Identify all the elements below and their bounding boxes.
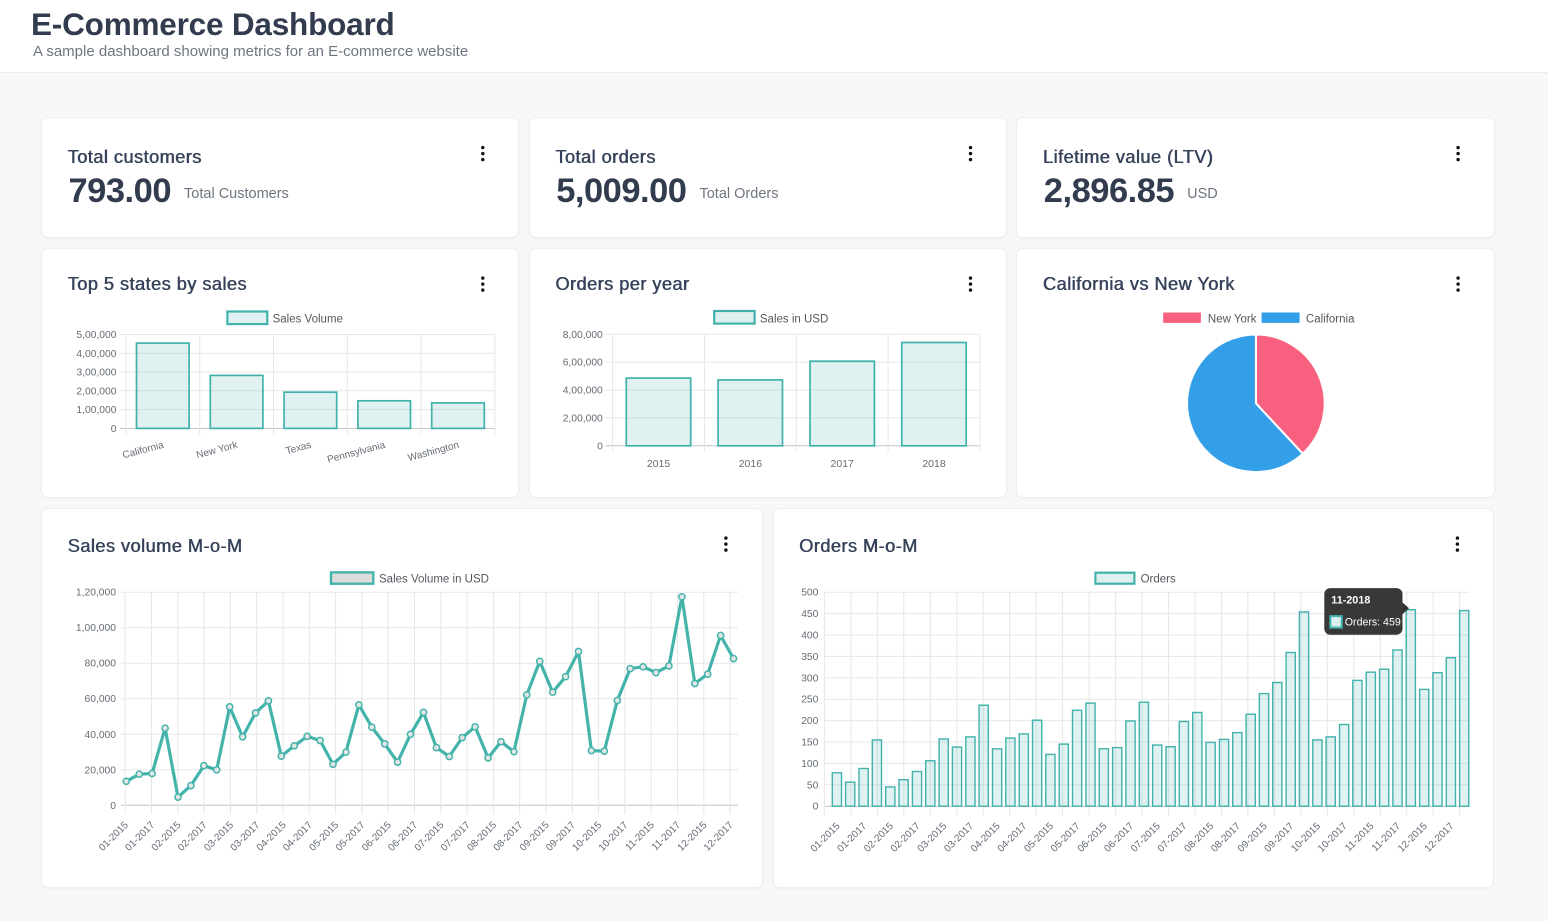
svg-text:3,00,000: 3,00,000 bbox=[76, 368, 116, 379]
svg-text:1,00,000: 1,00,000 bbox=[76, 623, 116, 634]
svg-text:2016: 2016 bbox=[739, 458, 763, 470]
svg-text:12-2017: 12-2017 bbox=[1423, 821, 1457, 855]
svg-text:Pennsylvania: Pennsylvania bbox=[326, 440, 387, 466]
svg-text:200: 200 bbox=[801, 716, 818, 727]
svg-text:0: 0 bbox=[111, 424, 117, 435]
svg-text:400: 400 bbox=[801, 631, 818, 642]
svg-text:1,20,000: 1,20,000 bbox=[76, 588, 116, 599]
svg-text:2,00,000: 2,00,000 bbox=[76, 386, 116, 397]
svg-text:California: California bbox=[121, 440, 165, 462]
svg-text:Texas: Texas bbox=[285, 440, 313, 457]
svg-text:2015: 2015 bbox=[647, 458, 671, 470]
svg-text:0: 0 bbox=[597, 441, 603, 452]
svg-text:80,000: 80,000 bbox=[85, 659, 117, 670]
svg-text:2017: 2017 bbox=[831, 458, 855, 470]
svg-text:Washington: Washington bbox=[407, 440, 460, 464]
svg-text:4,00,000: 4,00,000 bbox=[563, 386, 603, 397]
svg-text:150: 150 bbox=[801, 738, 818, 749]
svg-text:2,00,000: 2,00,000 bbox=[563, 413, 603, 424]
svg-text:300: 300 bbox=[801, 673, 818, 684]
svg-text:60,000: 60,000 bbox=[85, 694, 117, 705]
svg-text:1,00,000: 1,00,000 bbox=[76, 405, 116, 416]
svg-text:12-2017: 12-2017 bbox=[702, 820, 736, 854]
svg-text:California: California bbox=[1306, 313, 1355, 325]
svg-text:11-2018: 11-2018 bbox=[1331, 595, 1370, 607]
svg-text:Sales Volume in USD: Sales Volume in USD bbox=[379, 573, 489, 585]
svg-text:Sales Volume: Sales Volume bbox=[273, 313, 343, 325]
svg-text:4,00,000: 4,00,000 bbox=[76, 349, 116, 360]
svg-text:0: 0 bbox=[110, 801, 116, 812]
svg-text:0: 0 bbox=[813, 802, 819, 813]
svg-text:50: 50 bbox=[807, 780, 819, 791]
svg-text:5,00,000: 5,00,000 bbox=[76, 330, 116, 341]
svg-text:40,000: 40,000 bbox=[85, 730, 117, 741]
svg-text:500: 500 bbox=[801, 588, 818, 599]
svg-text:8,00,000: 8,00,000 bbox=[563, 330, 603, 341]
svg-text:250: 250 bbox=[801, 695, 818, 706]
svg-text:20,000: 20,000 bbox=[85, 765, 117, 776]
svg-text:100: 100 bbox=[801, 759, 818, 770]
svg-text:350: 350 bbox=[801, 652, 818, 663]
svg-text:2018: 2018 bbox=[922, 458, 946, 470]
svg-text:450: 450 bbox=[801, 609, 818, 620]
svg-text:New York: New York bbox=[1208, 313, 1257, 325]
svg-text:6,00,000: 6,00,000 bbox=[563, 358, 603, 369]
svg-text:Orders: 459: Orders: 459 bbox=[1345, 616, 1401, 628]
svg-text:Orders: Orders bbox=[1141, 573, 1176, 585]
svg-text:Sales in USD: Sales in USD bbox=[760, 313, 828, 325]
svg-text:New York: New York bbox=[195, 440, 240, 462]
svg-text:10-2017: 10-2017 bbox=[1316, 821, 1350, 855]
